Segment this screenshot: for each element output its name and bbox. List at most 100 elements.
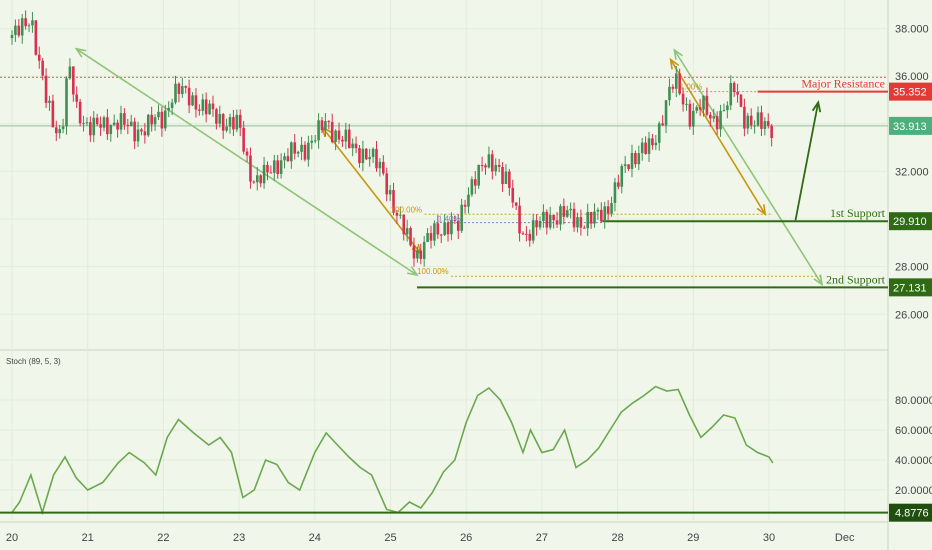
current-price-value: 33.913 [893,121,927,133]
projection-arrow-up [794,102,820,221]
candle-body [286,156,290,162]
candle-body [341,139,344,142]
candle-body [99,124,102,128]
candle-body [525,233,528,235]
candle-body [364,148,368,160]
candle-body [385,173,389,195]
candle-body [753,125,756,127]
candle-body [640,142,644,154]
candle-body [582,227,586,229]
candle-body [722,110,726,112]
price-tick-label: 32.000 [895,166,929,178]
candle-body [617,182,620,187]
candle-body [763,121,767,129]
candle-body [681,93,685,105]
candle-body [511,187,515,203]
price-tick-label: 36.000 [895,71,929,83]
candle-body [310,140,314,143]
candle-body [743,106,746,129]
fib-arrow-2-head [669,57,680,70]
candle-body [593,211,596,224]
candle-body [27,25,31,27]
candle-body [48,100,51,103]
candle-body [501,166,504,185]
candle-body [453,219,457,221]
price-tick-label: 26.000 [895,309,929,321]
candle-body [221,113,225,131]
candle-body [661,123,664,126]
candle-body [644,142,647,154]
stoch-tick-label: 80.0000 [895,395,932,407]
candle-body [92,117,96,136]
candle-body [218,113,222,124]
candle-body [589,211,593,224]
candle-body [702,95,705,110]
candle-body [388,190,392,195]
candle-body [143,131,147,136]
candle-body [480,164,484,166]
candle-body [255,175,259,183]
drawing-lines [0,47,888,289]
level-value: 35.352 [893,87,927,99]
candle-body [555,220,559,225]
candle-body [535,220,538,228]
candle-body [126,124,130,127]
candle-body [456,220,460,231]
candle-body [177,83,181,95]
candle-body [283,156,286,161]
time-tick-label: Dec [835,532,855,544]
candle-body [170,102,174,108]
candle-body [75,94,79,102]
candle-body [37,54,41,61]
candle-body [579,217,583,228]
candle-body [402,214,406,235]
fib-arrow-2 [669,59,766,215]
level-name: Major Resistance [801,77,885,91]
candle-body [685,103,688,105]
projection-arrow-up-head [811,100,822,113]
candle-body [419,250,423,259]
candle-body [732,83,736,93]
candle-body [320,120,324,131]
candle-body [565,210,569,217]
candle-body [399,214,402,216]
candle-body [58,129,61,134]
candle-body [279,160,283,174]
candle-body [600,209,603,222]
candle-body [508,171,511,188]
current-price-tag [889,116,932,135]
candle-body [439,234,443,236]
candle-body [695,107,699,111]
candle-body [174,83,177,103]
level-value: 29.910 [893,216,927,228]
candle-body [41,60,44,76]
price-tick-label: 38.000 [895,24,929,36]
candle-body [102,117,106,128]
candle-body [654,142,658,146]
candle-body [528,233,532,241]
candle-body [671,86,675,89]
stoch-tick-label: 60.0000 [895,425,932,437]
candle-body [119,113,123,130]
candle-body [715,116,719,130]
candle-body [548,214,552,228]
candle-body [252,181,256,183]
candle-body [637,153,641,165]
candle-body [664,100,668,126]
candle-body [351,143,354,149]
candle-body [34,20,38,55]
level-value-tag [889,212,932,231]
candle-body [109,124,113,135]
level-name: 2nd Support [826,272,886,286]
candle-body [756,112,760,126]
candle-body [487,154,491,168]
trend-arrow-down-1-head [407,266,419,277]
candle-body [61,126,65,130]
candle-body [627,164,630,169]
candle-body [491,154,494,172]
candle-body [497,164,501,167]
candle-body [85,122,89,124]
trend-arrow-down-1 [75,48,418,276]
stoch-tick-label: 20.0000 [895,485,932,497]
